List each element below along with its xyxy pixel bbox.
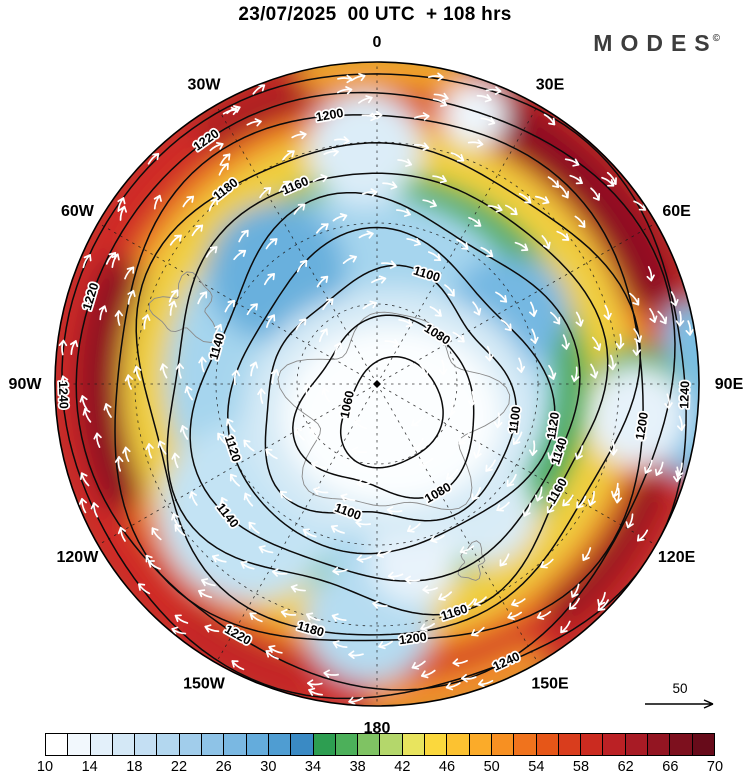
colorbar-cell [135, 734, 158, 755]
colorbar-cell [112, 734, 136, 755]
longitude-label: 60E [662, 203, 691, 220]
colorbar-tick: 42 [394, 759, 411, 775]
chart-title: 23/07/2025 00 UTC + 108 hrs [238, 4, 512, 25]
colorbar-cell [313, 734, 336, 755]
colorbar-cell [90, 734, 113, 755]
contour-label: 1200 [633, 411, 651, 441]
colorbar-tick: 58 [572, 759, 590, 775]
contour-label: 1100 [506, 405, 523, 434]
longitude-label: 30E [536, 76, 565, 93]
pole-marker [373, 380, 381, 388]
brand-text: MODES [593, 30, 718, 56]
colorbar-cell [491, 734, 515, 755]
colorbar-cell [224, 734, 247, 755]
colorbar-tick: 30 [260, 759, 277, 775]
colorbar-cell [648, 734, 671, 755]
colorbar-tick: 10 [36, 759, 54, 775]
contour-label: 1200 [398, 630, 428, 648]
colorbar-cell [670, 734, 693, 755]
colorbar-cell [335, 734, 359, 755]
colorbar-tick: 66 [662, 759, 679, 775]
longitude-labels: 0 30E 60E 90E 120E 150E 180 150W 120W 90W 60W 30W [9, 34, 744, 737]
colorbar-cell [157, 734, 180, 755]
wind-arrows [58, 72, 694, 705]
colorbar: 10 14 18 22 26 30 34 38 42 46 50 54 58 62 66 70 [37, 733, 723, 777]
map-boundary [54, 61, 700, 707]
modes-logo: MODES© [593, 30, 720, 57]
colorbar-tick: 26 [215, 759, 232, 775]
colorbar-cell [536, 734, 559, 755]
colorbar-cell [558, 734, 582, 755]
longitude-label: 0 [373, 34, 382, 51]
contour-label: 1240 [677, 381, 692, 409]
longitude-label: 60W [61, 203, 95, 220]
height-contours [61, 73, 687, 700]
contour-label: 1120 [544, 411, 562, 440]
colorbar-cell [358, 734, 381, 755]
colorbar-cell [402, 734, 426, 755]
colorbar-tick: 22 [170, 759, 188, 775]
colorbar-cell [692, 734, 714, 755]
colorbar-tick: 54 [528, 759, 545, 775]
colorbar-cell [447, 734, 470, 755]
colorbar-tick: 50 [483, 759, 500, 775]
longitude-label: 120E [658, 549, 696, 566]
colorbar-tick: 70 [706, 759, 724, 775]
colorbar-tick: 38 [349, 759, 366, 775]
longitude-label: 180 [364, 720, 391, 737]
colorbar-tick: 62 [617, 759, 634, 775]
colorbar-cells [45, 733, 715, 756]
colorbar-cell [46, 734, 69, 755]
longitude-label: 90W [9, 376, 43, 393]
reference-vector-label: 50 [672, 681, 688, 696]
longitude-label: 30W [188, 76, 222, 93]
contour-label: 1240 [56, 381, 71, 409]
colorbar-cell [469, 734, 492, 755]
longitude-label: 120W [57, 549, 100, 566]
graticule [55, 62, 699, 706]
longitude-label: 90E [715, 376, 744, 393]
colorbar-tick: 46 [438, 759, 456, 775]
longitude-label: 150E [531, 676, 569, 693]
copyright-mark: © [712, 33, 720, 44]
colorbar-tick-labels: 10 14 18 22 26 30 34 38 42 46 50 54 58 62 66 70 [37, 759, 723, 777]
reference-vector: 50 [642, 682, 718, 714]
colorbar-cell [625, 734, 649, 755]
colorbar-cell [268, 734, 292, 755]
colorbar-cell [246, 734, 269, 755]
colorbar-cell [425, 734, 448, 755]
colorbar-cell [581, 734, 604, 755]
colorbar-cell [291, 734, 314, 755]
reference-arrow-icon [645, 699, 714, 709]
colorbar-cell [514, 734, 537, 755]
contour-label: 1200 [315, 106, 345, 125]
colorbar-cell [179, 734, 203, 755]
colorbar-tick: 14 [81, 759, 98, 775]
colorbar-cell [603, 734, 626, 755]
longitude-label: 150W [183, 676, 226, 693]
colorbar-cell [202, 734, 225, 755]
colorbar-cell [380, 734, 403, 755]
colorbar-tick: 18 [126, 759, 143, 775]
colorbar-tick: 34 [304, 759, 322, 775]
colorbar-cell [68, 734, 91, 755]
